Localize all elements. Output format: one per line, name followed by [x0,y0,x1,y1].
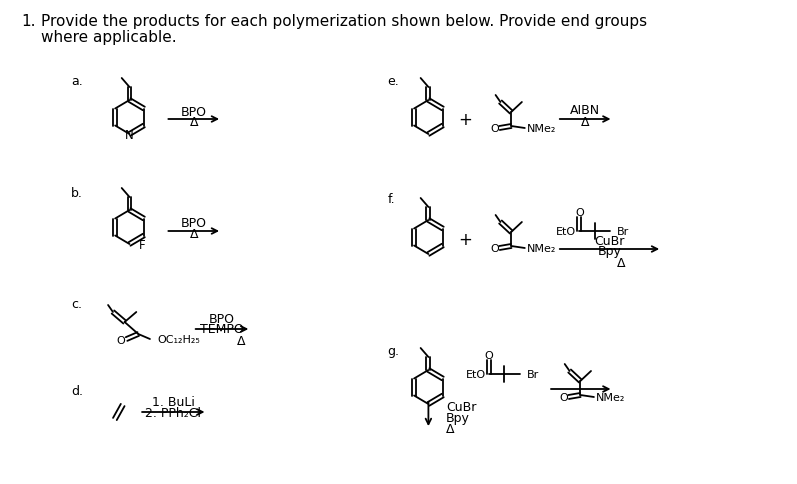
Text: Δ: Δ [238,335,245,348]
Text: Δ: Δ [581,115,590,128]
Text: EtO: EtO [465,369,486,379]
Text: BPO: BPO [209,313,235,326]
Text: OC₁₂H₂₅: OC₁₂H₂₅ [158,334,201,344]
Text: b.: b. [71,187,83,199]
Text: c.: c. [71,297,82,310]
Text: Bpy: Bpy [598,245,622,258]
Text: f.: f. [387,193,395,206]
Text: where applicable.: where applicable. [41,30,176,45]
Text: +: + [458,230,473,248]
Text: e.: e. [387,75,399,88]
Text: Δ: Δ [617,257,626,270]
Text: NMe₂: NMe₂ [527,124,556,134]
Text: BPO: BPO [181,106,206,118]
Text: Δ: Δ [190,116,198,129]
Text: AIBN: AIBN [570,104,600,117]
Text: Provide the products for each polymerization shown below. Provide end groups: Provide the products for each polymeriza… [41,14,647,29]
Text: 1.: 1. [22,14,36,29]
Text: Δ: Δ [190,228,198,241]
Text: +: + [458,111,473,129]
Text: EtO: EtO [556,227,576,237]
Text: NMe₂: NMe₂ [596,392,625,402]
Text: O: O [575,208,583,217]
Text: d.: d. [71,384,83,397]
Text: g.: g. [387,344,399,357]
Text: O: O [559,392,568,402]
Text: O: O [490,124,499,134]
Text: NMe₂: NMe₂ [527,243,556,254]
Text: Δ: Δ [446,423,454,436]
Text: Br: Br [618,227,630,237]
Text: CuBr: CuBr [446,401,477,414]
Text: 1. BuLi: 1. BuLi [152,396,194,408]
Text: O: O [485,350,493,360]
Text: BPO: BPO [181,217,206,230]
Text: TEMPO: TEMPO [200,323,244,336]
Text: CuBr: CuBr [595,235,625,248]
Text: O: O [116,335,125,345]
Text: 2. PPh₂Cl: 2. PPh₂Cl [145,407,202,420]
Text: N: N [125,129,134,142]
Text: O: O [490,243,499,254]
Text: Bpy: Bpy [446,412,469,424]
Text: a.: a. [71,75,83,88]
Text: Br: Br [527,369,539,379]
Text: F: F [139,239,146,252]
